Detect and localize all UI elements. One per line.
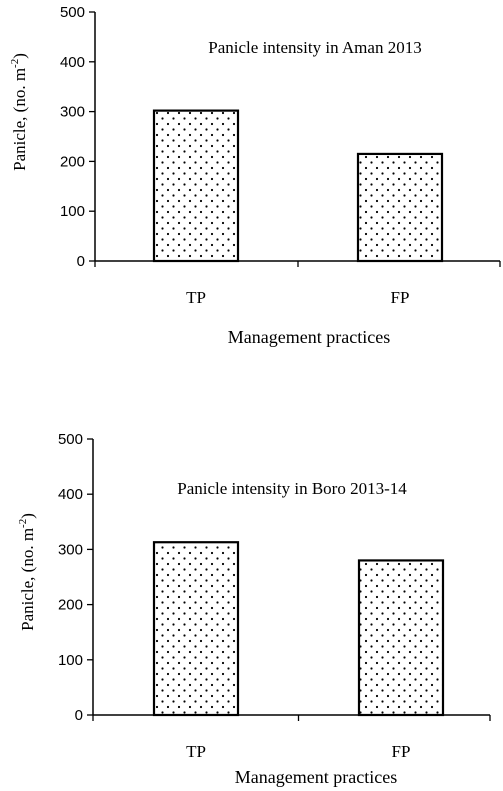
plot-area: TP FP 0 100 200 300 400 500: [60, 4, 501, 307]
plot-area: TP FP 0 100 200 300 400 500: [58, 431, 491, 761]
chart-title: Panicle intensity in Aman 2013: [208, 38, 421, 57]
y-tick-label: 100: [58, 652, 83, 669]
y-tick-label: 500: [60, 4, 85, 21]
bar-tp: [152, 109, 240, 263]
x-tick-label: FP: [391, 288, 410, 307]
chart-boro: Panicle intensity in Boro 2013-14 Panicl…: [17, 431, 491, 787]
bar-fp: [356, 152, 444, 263]
chart-aman: Panicle intensity in Aman 2013 Panicle, …: [9, 4, 501, 347]
x-axis-label: Management practices: [235, 767, 397, 787]
y-tick-label: 0: [75, 707, 83, 724]
x-tick-label: FP: [392, 742, 411, 761]
y-tick-label: 500: [58, 431, 83, 448]
y-tick-label: 200: [60, 153, 85, 170]
x-axis-label: Management practices: [228, 327, 390, 347]
y-tick-label: 400: [58, 486, 83, 503]
y-tick-label: 400: [60, 54, 85, 71]
bar-tp: [152, 541, 240, 717]
x-tick-label: TP: [186, 288, 206, 307]
y-tick-label: 300: [58, 541, 83, 558]
y-tick-label: 300: [60, 104, 85, 121]
y-tick-label: 100: [60, 203, 85, 220]
y-axis-label: Panicle, (no. m-2): [17, 513, 37, 631]
y-axis-label: Panicle, (no. m-2): [9, 53, 29, 171]
y-tick-label: 200: [58, 597, 83, 614]
chart-title: Panicle intensity in Boro 2013-14: [177, 479, 407, 498]
x-tick-label: TP: [186, 742, 206, 761]
bar-fp: [357, 559, 445, 717]
y-tick-label: 0: [77, 253, 85, 270]
